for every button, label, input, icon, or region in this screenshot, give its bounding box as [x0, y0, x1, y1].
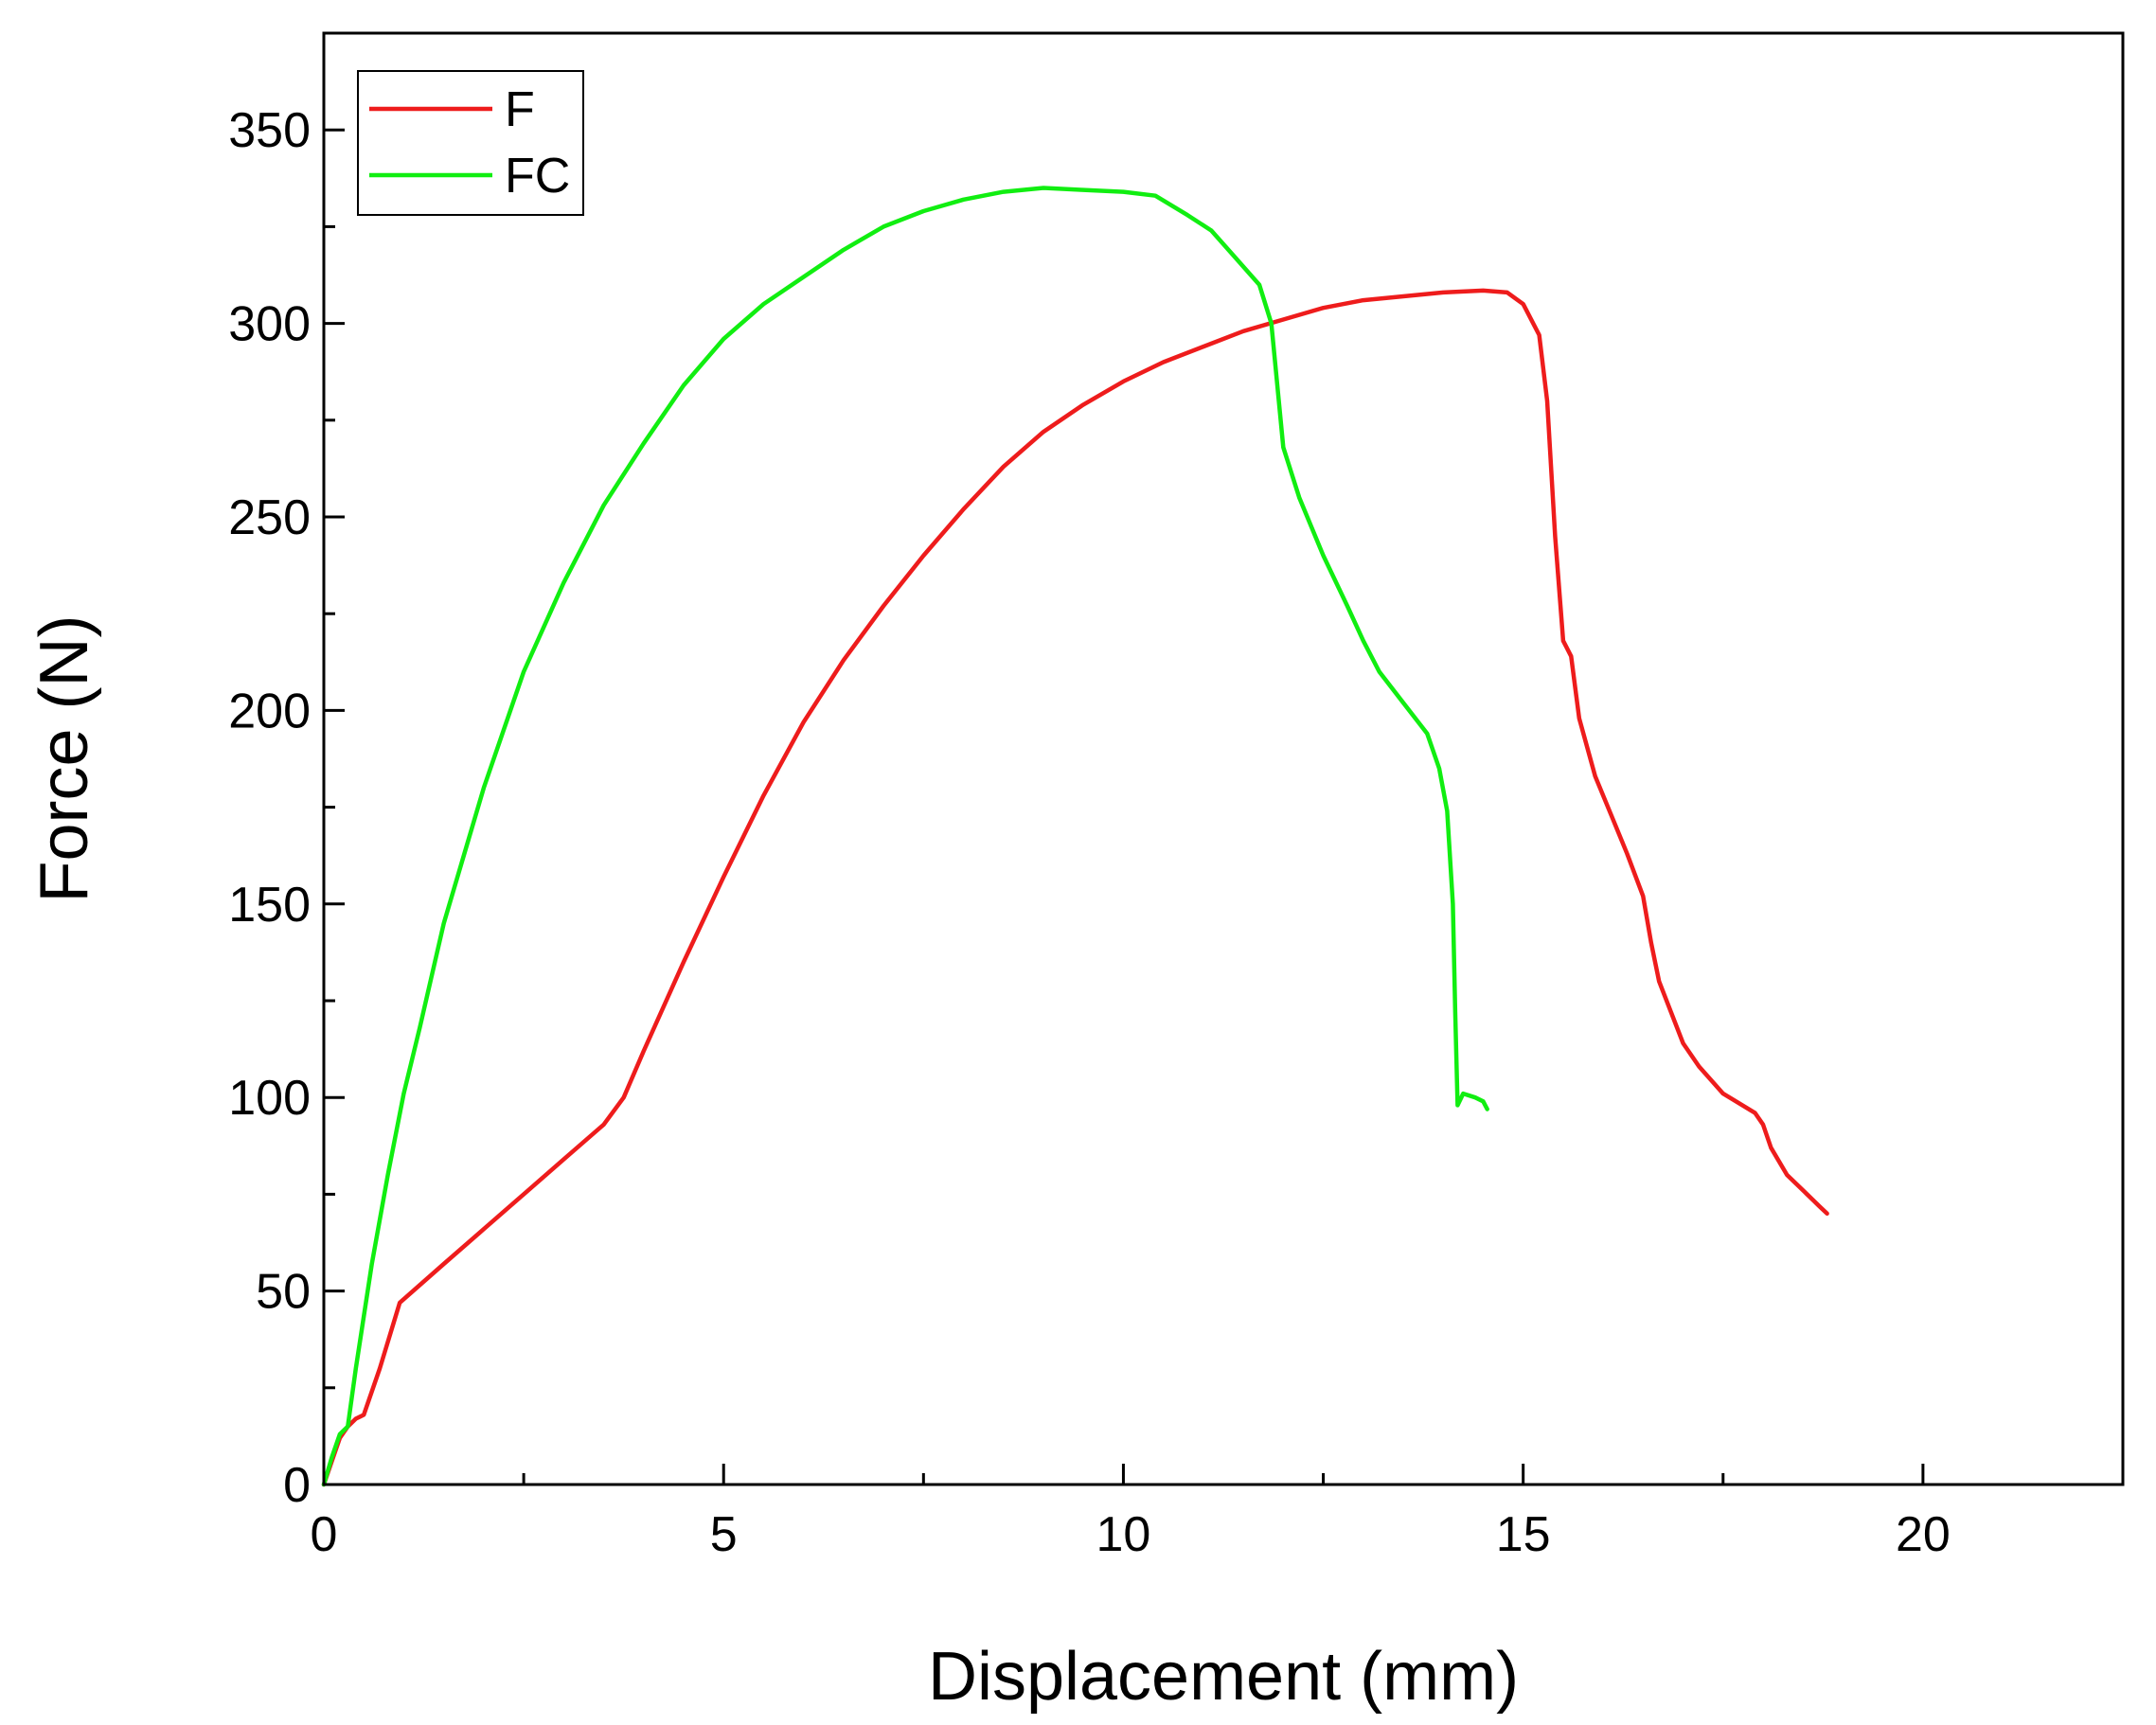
x-tick-label: 0: [311, 1507, 338, 1562]
y-tick-label: 350: [228, 103, 311, 158]
y-tick-label: 300: [228, 297, 311, 352]
x-axis-title: Displacement (mm): [928, 1639, 1519, 1715]
y-tick-label: 250: [228, 490, 311, 545]
legend-label-fc: FC: [505, 149, 570, 204]
y-axis-ticks: 0 50 100 150 200 250 300 350: [228, 31, 345, 1513]
legend-label-f: F: [505, 82, 535, 137]
series-line-fc: [321, 186, 1489, 1487]
y-tick-label: 50: [256, 1265, 311, 1320]
x-tick-label: 20: [1896, 1507, 1951, 1562]
legend: F FC: [357, 70, 584, 216]
x-tick-label: 15: [1496, 1507, 1551, 1562]
y-tick-label: 100: [228, 1071, 311, 1126]
y-tick-label: 150: [228, 878, 311, 933]
y-axis-title: Force (N): [27, 615, 102, 903]
y-tick-label: 200: [228, 684, 311, 738]
plot-frame: [322, 31, 2125, 1486]
series-layer: [321, 186, 1829, 1487]
legend-box: [357, 70, 584, 216]
x-tick-label: 10: [1096, 1507, 1151, 1562]
series-line-f: [321, 288, 1829, 1487]
y-tick-label: 0: [283, 1458, 311, 1513]
x-axis-ticks: 0 5 10 15 20: [311, 1464, 2125, 1562]
x-tick-label: 5: [710, 1507, 738, 1562]
